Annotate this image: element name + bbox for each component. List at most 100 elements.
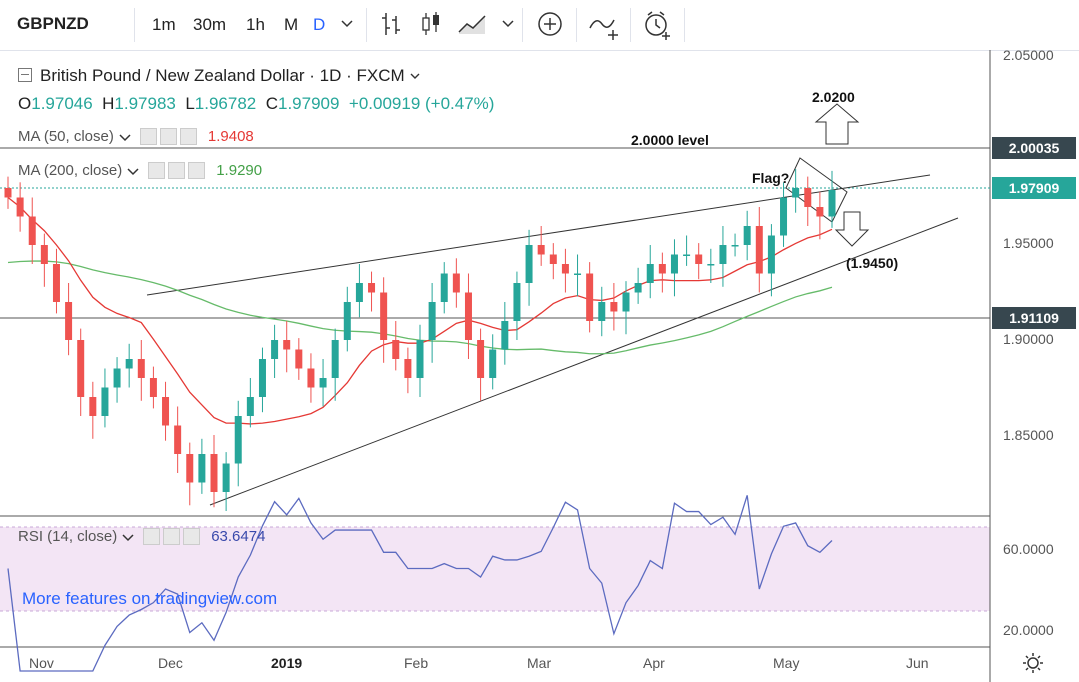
y-tick: 1.95000 xyxy=(1003,235,1054,251)
candle-body xyxy=(780,197,788,236)
x-tick: Jun xyxy=(906,655,929,671)
x-tick: 2019 xyxy=(271,655,303,671)
bar-style-icon[interactable] xyxy=(380,10,402,38)
down-arrow xyxy=(834,211,870,247)
rsi-label[interactable]: RSI (14, close) xyxy=(18,528,118,545)
candle-body xyxy=(307,368,315,388)
candle-style-icon[interactable] xyxy=(420,10,442,38)
close-icon[interactable] xyxy=(179,128,197,145)
candle-body xyxy=(271,340,279,359)
low-label: L xyxy=(185,94,195,113)
candle-body xyxy=(804,188,812,207)
x-tick: Nov xyxy=(29,655,54,671)
price-tag-1-91109: 1.91109 xyxy=(992,307,1076,329)
rsi-legend: RSI (14, close) 63.6474 xyxy=(18,528,265,545)
candle-body xyxy=(186,454,194,483)
ma50-label[interactable]: MA (50, close) xyxy=(18,128,114,145)
candle-body xyxy=(295,349,303,369)
x-tick: Dec xyxy=(158,655,183,671)
chart-title: British Pound / New Zealand Dollar · 1D … xyxy=(18,66,421,86)
toolbar-divider xyxy=(576,8,577,42)
tradingview-watermark[interactable]: More features on tradingview.com xyxy=(22,589,278,608)
eye-icon[interactable] xyxy=(148,162,166,179)
candle-body xyxy=(125,359,133,369)
candle-body xyxy=(743,226,751,245)
collapse-icon[interactable] xyxy=(18,68,32,82)
candle-body xyxy=(77,340,85,397)
candle-body xyxy=(331,340,339,378)
candle-body xyxy=(89,397,97,416)
timeframe-30m[interactable]: 30m xyxy=(193,15,227,34)
candle-body xyxy=(477,340,485,378)
candle-body xyxy=(258,359,266,397)
gear-icon[interactable] xyxy=(163,528,181,545)
x-tick: May xyxy=(773,655,800,671)
candle-body xyxy=(392,340,400,359)
chevron-down-icon[interactable] xyxy=(121,532,135,542)
ma200-value: 1.9290 xyxy=(216,162,263,179)
symbol-description: British Pound / New Zealand Dollar · 1D … xyxy=(40,66,405,85)
gear-icon[interactable] xyxy=(168,162,186,179)
ohlc-readout: O1.97046 H1.97983 L1.96782 C1.97909 +0.0… xyxy=(18,94,494,114)
eye-icon[interactable] xyxy=(143,528,161,545)
eye-icon[interactable] xyxy=(139,128,157,145)
compare-icon[interactable] xyxy=(588,10,622,40)
candle-body xyxy=(452,273,460,293)
candle-body xyxy=(719,245,727,264)
alert-icon[interactable] xyxy=(642,10,674,40)
candle-body xyxy=(767,235,775,274)
candle-body xyxy=(658,264,666,274)
annotation-flag: Flag? xyxy=(752,170,789,186)
candle-body xyxy=(670,254,678,274)
area-style-icon[interactable] xyxy=(457,10,489,38)
chevron-down-icon[interactable] xyxy=(501,18,515,30)
candle-body xyxy=(4,188,12,198)
candle-body xyxy=(428,302,436,340)
open-value: 1.97046 xyxy=(31,94,93,113)
toolbar-divider xyxy=(630,8,631,42)
candle-body xyxy=(246,397,254,416)
gear-icon[interactable] xyxy=(159,128,177,145)
candle-body xyxy=(137,359,145,378)
rsi-y-tick: 20.0000 xyxy=(1003,622,1054,638)
upper-trendline xyxy=(146,174,931,296)
candle-body xyxy=(174,425,182,454)
candle-body xyxy=(28,216,36,245)
candle-body xyxy=(210,454,218,492)
settings-gear-icon[interactable] xyxy=(1022,652,1044,674)
candle-body xyxy=(52,264,60,302)
chevron-down-icon[interactable] xyxy=(340,18,354,30)
candle-body xyxy=(198,454,206,483)
ma200-label[interactable]: MA (200, close) xyxy=(18,162,123,179)
timeframe-1h[interactable]: 1h xyxy=(246,15,265,34)
candle-body xyxy=(464,292,472,340)
rsi-line xyxy=(7,495,833,672)
candle-body xyxy=(113,368,121,388)
candle-body xyxy=(816,207,824,217)
candle-body xyxy=(634,283,642,293)
close-icon[interactable] xyxy=(188,162,206,179)
timeframe-1m[interactable]: 1m xyxy=(152,15,176,34)
candle-body xyxy=(40,245,48,264)
rsi-path xyxy=(7,495,833,672)
timeframe-m[interactable]: M xyxy=(284,15,299,34)
symbol-search[interactable]: GBPNZD xyxy=(17,14,89,33)
candle-body xyxy=(162,397,170,426)
annotation-2-level: 2.0000 level xyxy=(631,132,709,148)
annotation-1-945: (1.9450) xyxy=(846,255,898,271)
chevron-down-icon[interactable] xyxy=(409,71,421,81)
timeframe-d[interactable]: D xyxy=(313,15,326,34)
ma50-legend: MA (50, close) 1.9408 xyxy=(18,128,254,145)
add-indicator-icon[interactable] xyxy=(536,10,564,38)
candle-body xyxy=(222,463,230,492)
price-tag-2-00035: 2.00035 xyxy=(992,137,1076,159)
candle-body xyxy=(380,292,388,340)
candle-body xyxy=(319,378,327,388)
y-tick: 2.05000 xyxy=(1003,47,1054,63)
candle-body xyxy=(355,283,363,302)
x-tick: Mar xyxy=(527,655,552,671)
close-icon[interactable] xyxy=(183,528,201,545)
chevron-down-icon[interactable] xyxy=(126,166,140,176)
candle-body xyxy=(440,273,448,302)
chevron-down-icon[interactable] xyxy=(118,132,132,142)
